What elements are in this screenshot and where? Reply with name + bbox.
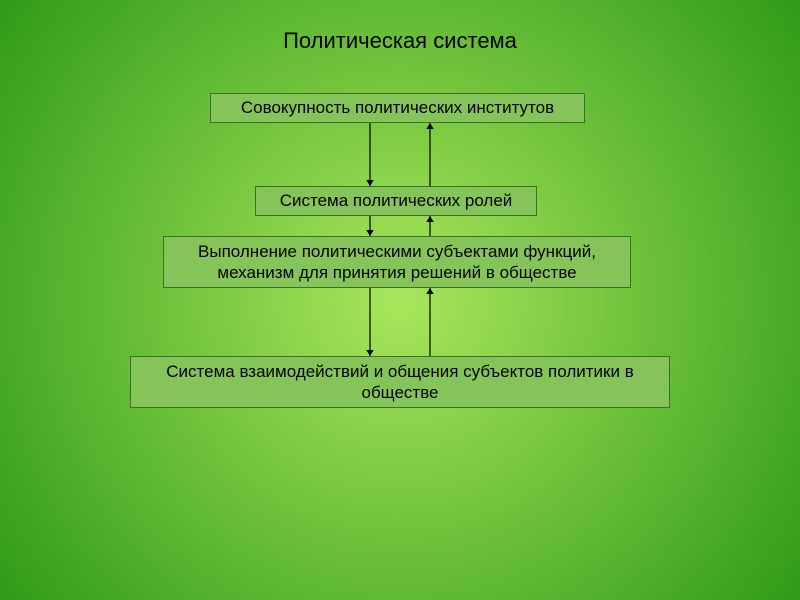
diagram-node: Система политических ролей	[255, 186, 537, 216]
diagram-node: Система взаимодействий и общения субъект…	[130, 356, 670, 408]
diagram-title: Политическая система	[0, 28, 800, 54]
diagram-edges	[0, 0, 800, 600]
diagram-node: Выполнение политическими субъектами функ…	[163, 236, 631, 288]
diagram-canvas: Политическая система Совокупность полити…	[0, 0, 800, 600]
diagram-node: Совокупность политических институтов	[210, 93, 585, 123]
